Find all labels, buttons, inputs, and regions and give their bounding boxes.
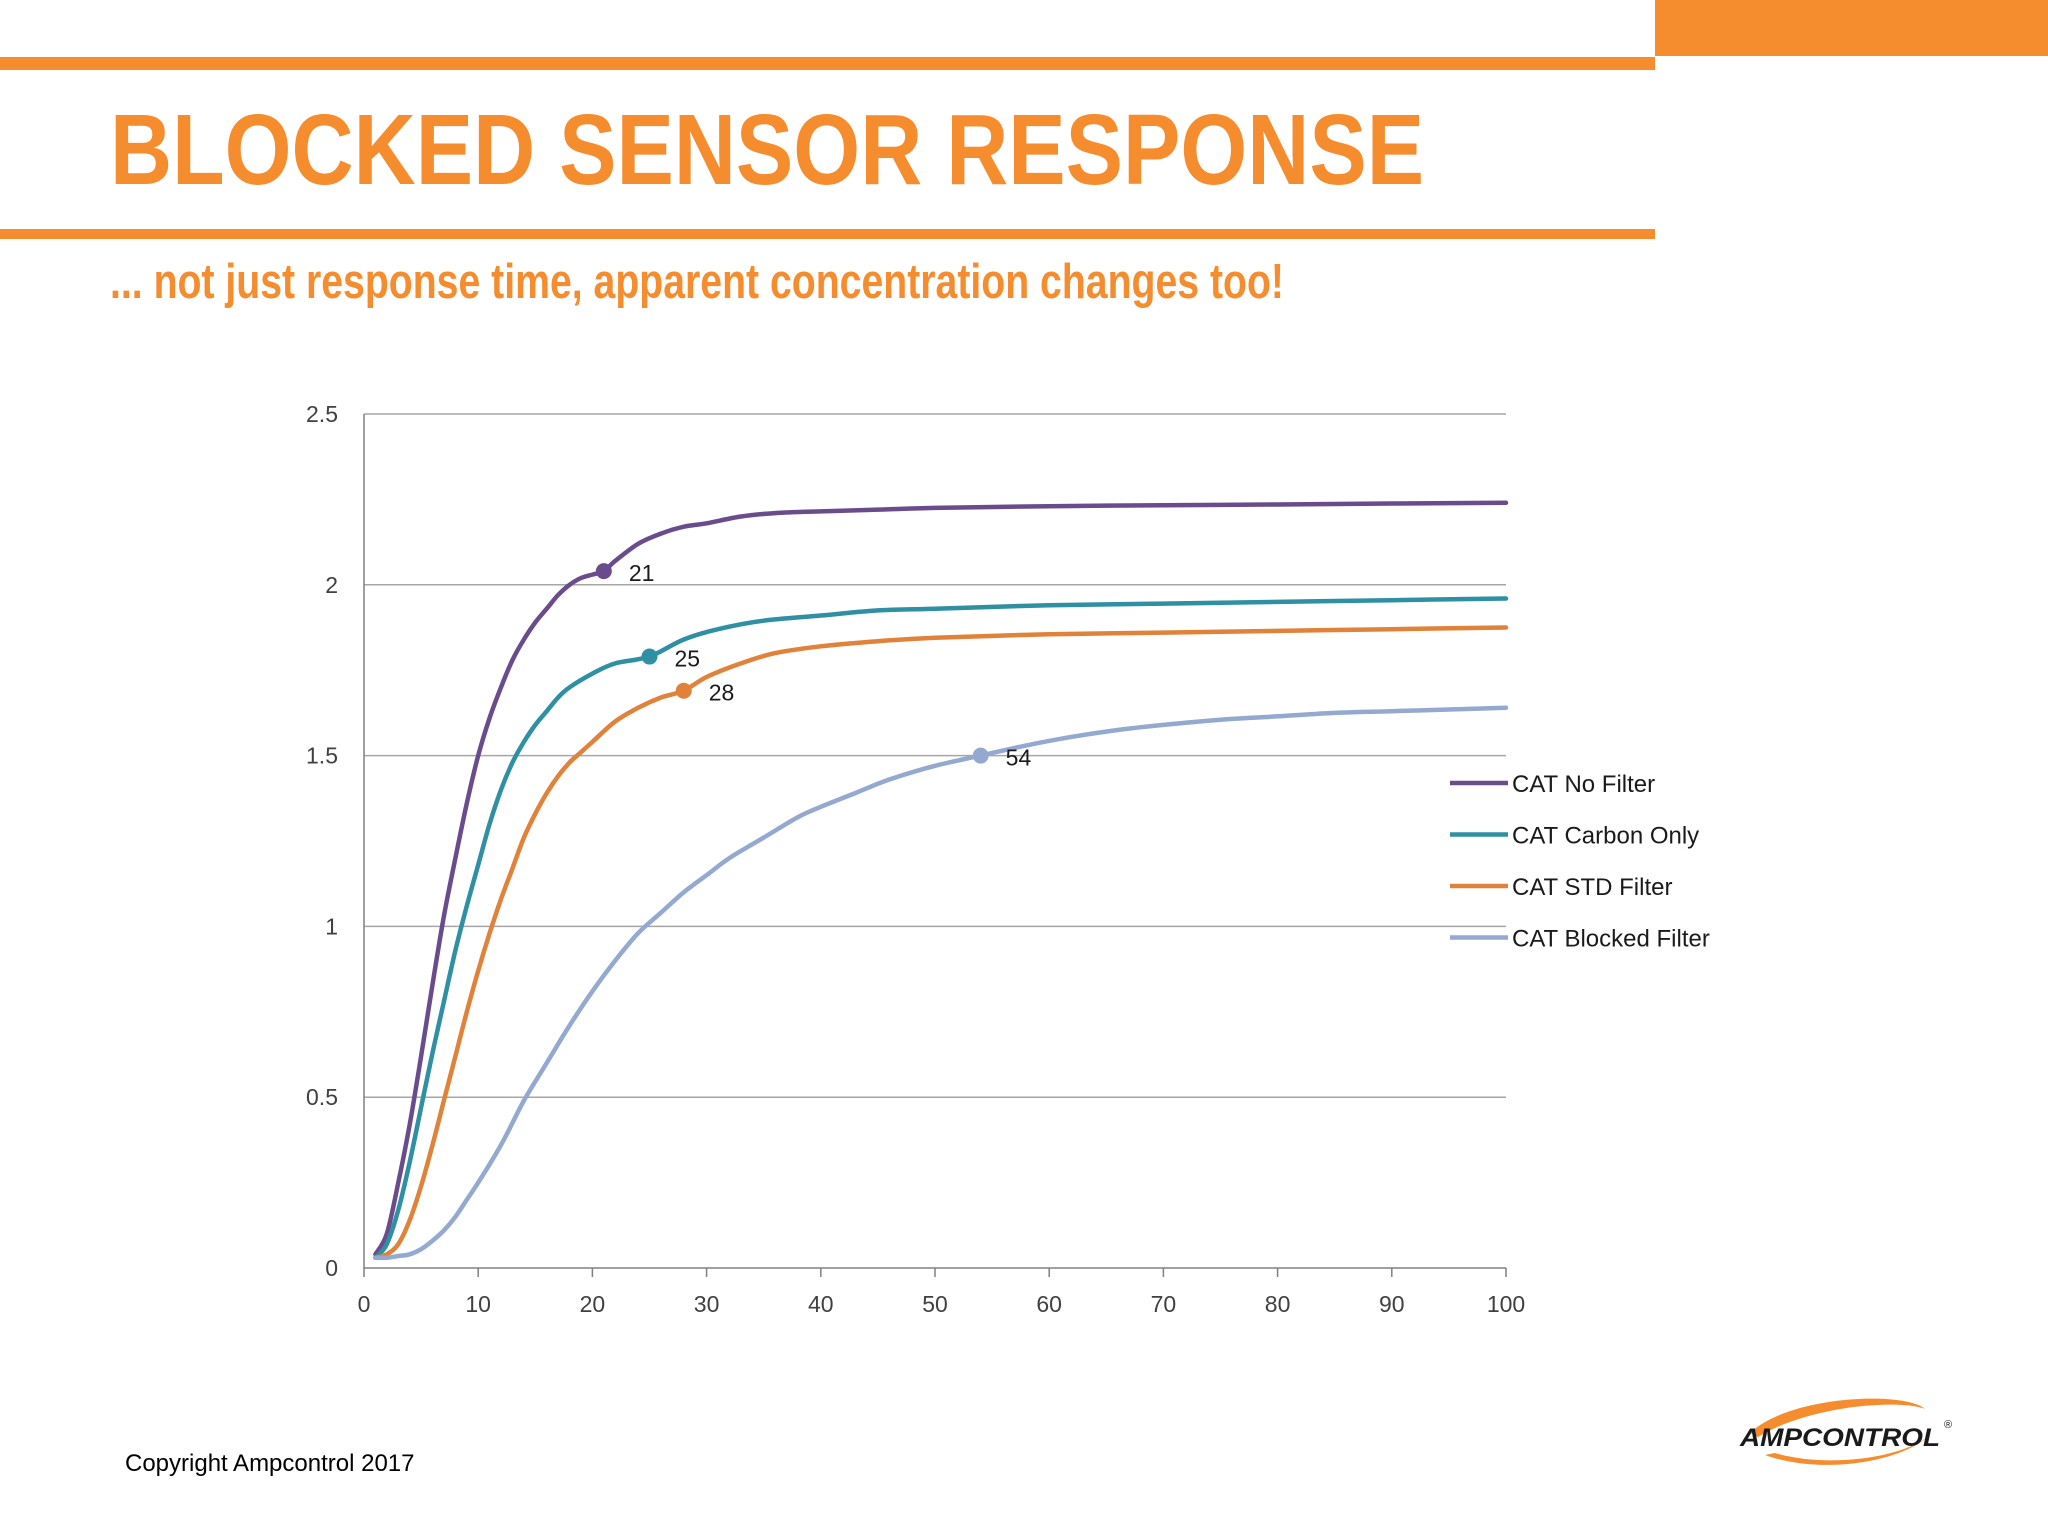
header-rule-top: [0, 57, 1655, 70]
series-marker-label-1: 25: [675, 646, 701, 672]
x-tick-label-0: 0: [358, 1291, 371, 1317]
x-tick-label-4: 40: [808, 1291, 834, 1317]
page-title: BLOCKED SENSOR RESPONSE: [110, 94, 1425, 206]
series-marker-0: [595, 563, 612, 580]
y-tick-label-0: 0: [325, 1255, 338, 1281]
x-tick-label-3: 30: [694, 1291, 720, 1317]
chart-series: 21 25 28 54: [373, 500, 1509, 1261]
ampcontrol-logo: AMPCONTROL ®: [1739, 1398, 1952, 1465]
y-tick-label-1: 0.5: [306, 1084, 338, 1110]
header-rule-bottom: [0, 229, 1655, 239]
series-marker-label-0: 21: [629, 560, 655, 586]
legend-label-0: CAT No Filter: [1512, 771, 1655, 798]
y-tick-label-3: 1.5: [306, 743, 338, 769]
series-line-1: [373, 596, 1509, 1261]
series-marker-1: [641, 648, 658, 665]
series-marker-2: [675, 682, 692, 699]
series-line-3: [373, 705, 1509, 1261]
copyright-text: Copyright Ampcontrol 2017: [125, 1450, 415, 1477]
page-subtitle: ... not just response time, apparent con…: [110, 255, 1284, 309]
header-accent-block: [1655, 0, 2048, 56]
y-tick-label-5: 2.5: [306, 401, 338, 427]
series-marker-label-3: 54: [1006, 745, 1032, 771]
x-tick-label-2: 20: [580, 1291, 606, 1317]
logo-text: AMPCONTROL: [1739, 1424, 1940, 1452]
legend-label-1: CAT Carbon Only: [1512, 823, 1699, 850]
chart-axes: 0 0.5 1 1.5 2 2.5 0 10 20 30 40 50 60 70 80 90 100: [306, 401, 1525, 1317]
x-tick-label-6: 60: [1036, 1291, 1062, 1317]
x-tick-label-8: 80: [1265, 1291, 1291, 1317]
series-line-0: [373, 500, 1509, 1257]
x-tick-label-5: 50: [922, 1291, 948, 1317]
chart-gridlines: [364, 413, 1506, 1098]
x-tick-label-1: 10: [465, 1291, 491, 1317]
x-tick-label-10: 100: [1487, 1291, 1525, 1317]
logo-registered-mark: ®: [1944, 1419, 1952, 1431]
series-marker-3: [972, 747, 989, 764]
x-tick-label-7: 70: [1151, 1291, 1177, 1317]
series-marker-label-2: 28: [709, 680, 735, 706]
y-tick-label-4: 2: [325, 572, 338, 598]
legend-label-2: CAT STD Filter: [1512, 874, 1672, 901]
legend-label-3: CAT Blocked Filter: [1512, 926, 1710, 953]
y-tick-label-2: 1: [325, 913, 338, 939]
x-tick-label-9: 90: [1379, 1291, 1405, 1317]
logo-swoosh-icon: [1750, 1398, 1925, 1437]
series-line-2: [373, 625, 1509, 1261]
chart-legend: CAT No Filter CAT Carbon Only CAT STD Filt…: [1450, 771, 1710, 953]
